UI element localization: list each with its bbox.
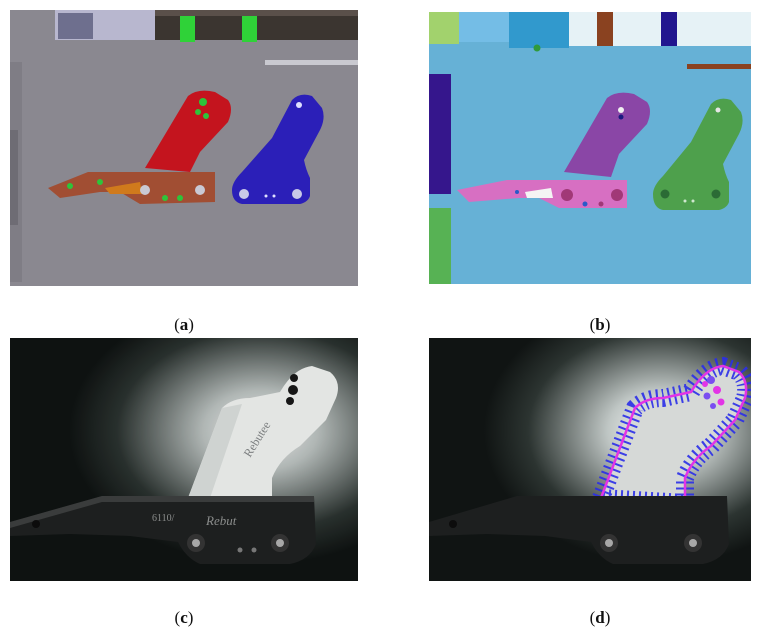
bracket-code: 6110/	[152, 513, 175, 524]
caption-b: (b)	[589, 315, 611, 334]
bracket-handwriting: Rebut	[205, 513, 237, 528]
panel-d-overlay	[429, 338, 751, 581]
panel-a-cad-render	[10, 10, 358, 286]
cad-render-image	[10, 10, 358, 286]
segmentation-image	[429, 12, 751, 284]
panel-c-photo: Rebutee 6110/ Rebut	[10, 338, 358, 581]
photo-image: Rebutee 6110/ Rebut	[10, 338, 358, 581]
panel-b-segmentation	[429, 12, 751, 284]
caption-c: (c)	[174, 608, 194, 627]
caption-d: (d)	[589, 608, 611, 627]
overlay-image	[429, 338, 751, 581]
caption-a: (a)	[174, 315, 194, 334]
